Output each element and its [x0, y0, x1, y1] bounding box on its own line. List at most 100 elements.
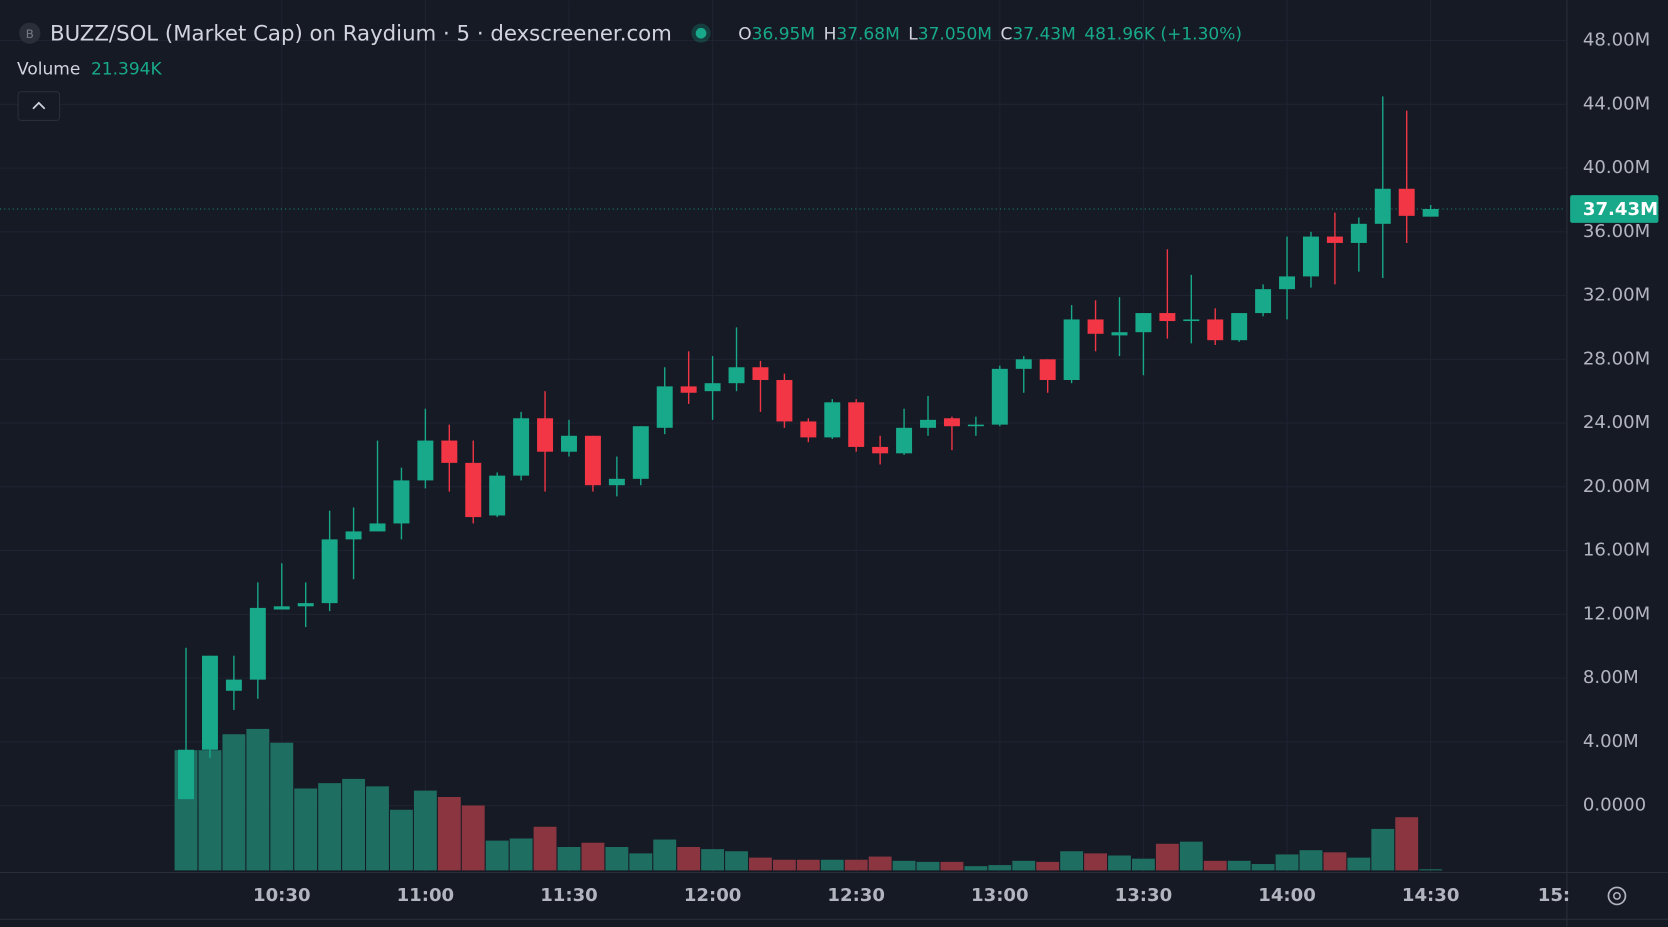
candle-body [417, 440, 434, 481]
ohlc-readout: O36.95M H37.68M L37.050M C37.43M 481.96K (+1… [738, 24, 1242, 44]
volume-bar [1227, 860, 1251, 871]
y-tick-label: 4.00M [1583, 731, 1639, 752]
y-tick-label: 20.00M [1583, 476, 1650, 497]
candle-body [1159, 313, 1176, 322]
volume-bar [461, 805, 485, 871]
y-tick-label: 8.00M [1583, 667, 1639, 688]
volume-bar [820, 859, 844, 871]
volume-bar [629, 853, 653, 871]
volume-bar [916, 861, 940, 871]
candle-body [441, 440, 458, 463]
volume-bar [772, 859, 796, 871]
candle-body [393, 480, 410, 524]
candle-body [656, 386, 673, 428]
candle-body [920, 419, 936, 428]
ohlc-value: 37.43M [1012, 24, 1075, 44]
settings-icon-center [1613, 891, 1621, 900]
volume-bar [1251, 864, 1275, 871]
volume-bar [892, 860, 916, 871]
y-tick-label: 44.00M [1583, 93, 1650, 114]
settings-icon [1607, 886, 1627, 906]
y-tick-label: 40.00M [1583, 157, 1650, 178]
candle-body [249, 607, 266, 680]
candle-body [824, 402, 841, 438]
collapse-icon [32, 101, 46, 110]
volume-bar [868, 856, 892, 871]
ohlc-value: 37.050M [918, 24, 992, 44]
volume-bar [413, 790, 437, 871]
x-tick-label: 11:30 [540, 885, 598, 906]
volume-bar [1108, 855, 1131, 871]
candle-body [632, 426, 649, 479]
volume-bar [342, 778, 366, 871]
volume-bar [844, 859, 868, 871]
candle-body [991, 368, 1008, 425]
status-dot [695, 27, 707, 39]
candle-body [1111, 332, 1128, 336]
candle-body [225, 679, 242, 691]
candle-body [201, 655, 218, 750]
ohlc-value: 37.68M [836, 24, 899, 44]
candle-body [1374, 188, 1391, 224]
y-tick-label: 28.00M [1583, 348, 1650, 369]
candle-body [1087, 319, 1104, 334]
ohlc-name: O [738, 24, 751, 44]
volume-bar [437, 796, 461, 871]
volume-name: Volume [17, 59, 80, 79]
volume-bar [677, 846, 701, 871]
volume-bar [796, 859, 820, 871]
volume-bar [246, 728, 270, 871]
y-tick-label: 36.00M [1583, 221, 1650, 242]
volume-bar [509, 838, 533, 871]
volume-bar [940, 861, 964, 871]
volume-bar [1084, 853, 1107, 871]
volume-pane [174, 728, 1443, 871]
candle-body [1135, 313, 1152, 333]
candle-body [1207, 319, 1224, 341]
ohlc-name: H [824, 24, 837, 44]
chart-title: BUZZ/SOL (Market Cap) on Raydium · 5 · d… [50, 21, 672, 46]
volume-bar [1347, 857, 1371, 871]
candle-body [561, 435, 577, 452]
change: 481.96K (+1.30%) [1084, 24, 1242, 44]
volume-bar [1323, 852, 1347, 871]
candle-body [1350, 223, 1367, 243]
volume-bar [964, 866, 988, 871]
volume-bar [749, 857, 772, 871]
volume-bar [390, 809, 413, 871]
y-tick-label: 0.0000 [1583, 795, 1646, 816]
candle-body [321, 539, 338, 604]
candle-body [1231, 313, 1248, 341]
x-tick-label: 14:00 [1258, 885, 1316, 906]
volume-bar [1203, 860, 1227, 871]
candle-body [297, 603, 314, 607]
candle-body [178, 749, 195, 800]
x-tick-label: 11:00 [397, 885, 455, 906]
candle-body [728, 367, 745, 384]
volume-bar [533, 826, 557, 871]
volume-bar [1299, 850, 1323, 871]
volume-bar [1131, 858, 1155, 871]
volume-bar [557, 846, 581, 871]
volume-bar [366, 786, 389, 871]
candle-body [800, 421, 817, 438]
x-tick-label: 10:30 [253, 885, 311, 906]
candle-body [489, 475, 506, 516]
volume-bar [198, 750, 222, 871]
candle-body [1183, 319, 1200, 322]
collapse-button[interactable] [17, 91, 61, 121]
x-tick-label: 13:30 [1115, 885, 1173, 906]
candle-body [1255, 289, 1272, 314]
candle-body [776, 380, 793, 422]
candle-body [1039, 359, 1056, 381]
x-tick-label: 14:30 [1402, 885, 1460, 906]
last-price-label: 37.43M [1583, 199, 1658, 220]
candle-body [704, 383, 721, 392]
volume-bar [485, 840, 509, 871]
settings-button[interactable] [1607, 886, 1627, 906]
volume-bar [1012, 860, 1036, 871]
x-tick-label: 15: [1538, 885, 1570, 906]
volume-bar [318, 783, 342, 871]
volume-bar [1155, 843, 1179, 871]
